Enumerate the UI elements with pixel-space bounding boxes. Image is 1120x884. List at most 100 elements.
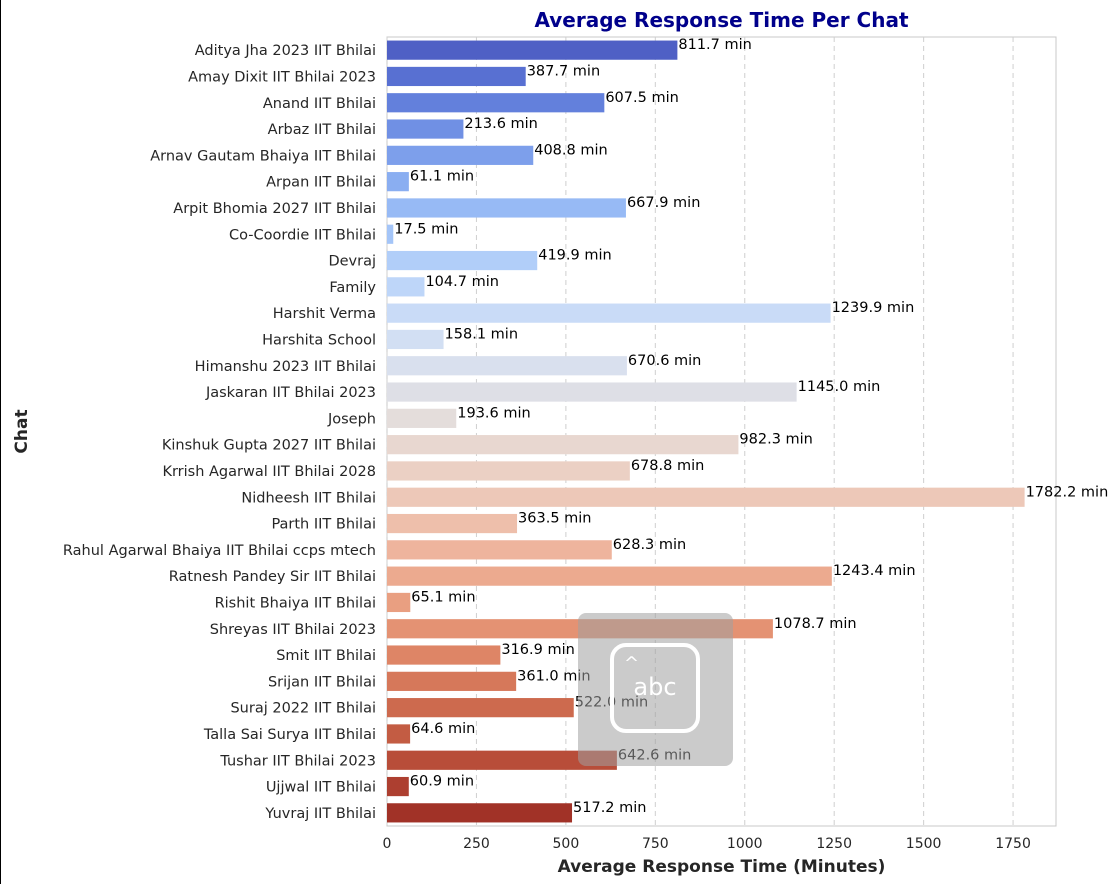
- category-label: Himanshu 2023 IIT Bhilai: [195, 359, 376, 375]
- category-label: Aditya Jha 2023 IIT Bhilai: [195, 43, 376, 59]
- data-label: 982.3 min: [739, 432, 812, 448]
- data-label: 387.7 min: [527, 63, 600, 79]
- data-label: 61.1 min: [410, 169, 474, 185]
- category-label: Smit IIT Bhilai: [276, 648, 376, 664]
- data-label: 408.8 min: [534, 142, 607, 158]
- category-label: Rahul Agarwal Bhaiya IIT Bhilai ccps mte…: [63, 543, 376, 559]
- bar: [387, 698, 574, 718]
- category-label: Harshita School: [262, 332, 376, 348]
- bar: [387, 592, 411, 613]
- bar: [387, 540, 612, 560]
- category-label: Arnav Gautam Bhaiya IIT Bhilai: [150, 148, 376, 164]
- category-label: Srijan IIT Bhilai: [268, 674, 376, 690]
- category-label: Family: [329, 280, 376, 296]
- data-label: 361.0 min: [517, 668, 590, 684]
- bar: [387, 277, 425, 297]
- category-label: Ratnesh Pandey Sir IIT Bhilai: [169, 569, 376, 585]
- data-label: 1239.9 min: [832, 300, 915, 316]
- category-label: Shreyas IIT Bhilai 2023: [210, 622, 376, 638]
- category-label: Krrish Agarwal IIT Bhilai 2028: [162, 464, 376, 480]
- overlay-label: abc: [633, 673, 677, 701]
- data-label: 1145.0 min: [798, 379, 881, 395]
- category-labels-group: Aditya Jha 2023 IIT Bhilai Amay Dixit IIT…: [63, 43, 376, 822]
- data-label: 316.9 min: [501, 642, 574, 658]
- bar: [387, 776, 409, 797]
- data-label: 670.6 min: [628, 353, 701, 369]
- data-label: 104.7 min: [425, 274, 498, 290]
- category-label: Suraj 2022 IIT Bhilai: [230, 701, 376, 717]
- bar: [387, 145, 534, 165]
- category-label: Jaskaran IIT Bhilai 2023: [205, 385, 376, 401]
- category-label: Tushar IIT Bhilai 2023: [219, 753, 376, 769]
- category-label: Yuvraj IIT Bhilai: [264, 806, 376, 822]
- data-label: 419.9 min: [538, 248, 611, 264]
- bar: [387, 803, 573, 823]
- category-label: Arpit Bhomia 2027 IIT Bhilai: [173, 201, 376, 217]
- bar: [387, 645, 501, 665]
- category-label: Rishit Bhaiya IIT Bhilai: [215, 595, 376, 611]
- data-label: 628.3 min: [613, 537, 686, 553]
- bar: [387, 93, 605, 113]
- bar: [387, 487, 1025, 507]
- data-label: 64.6 min: [411, 721, 475, 737]
- bar: [387, 566, 832, 586]
- data-label: 678.8 min: [631, 458, 704, 474]
- category-label: Anand IIT Bhilai: [263, 96, 376, 112]
- category-label: Arbaz IIT Bhilai: [268, 122, 376, 138]
- text-recognition-overlay[interactable]: ^ abc: [578, 613, 733, 766]
- data-label: 1078.7 min: [774, 616, 857, 632]
- data-label: 667.9 min: [627, 195, 700, 211]
- bar: [387, 356, 627, 376]
- text-recognition-icon: ^ abc: [610, 643, 700, 733]
- category-label: Co-Coordie IIT Bhilai: [229, 227, 376, 243]
- x-tick-label: 250: [463, 836, 490, 852]
- data-label: 17.5 min: [394, 221, 458, 237]
- data-label: 65.1 min: [411, 589, 475, 605]
- bars-group: [387, 40, 1025, 823]
- data-label: 60.9 min: [410, 774, 474, 790]
- chart-title: Average Response Time Per Chat: [534, 8, 908, 32]
- bar: [387, 435, 739, 455]
- bar: [387, 172, 409, 192]
- x-ticks-group: 0 250 500 750 1000 1250 1500 1750: [383, 836, 1031, 852]
- bar: [387, 250, 538, 271]
- x-tick-label: 1750: [995, 836, 1031, 852]
- category-label: Devraj: [328, 254, 376, 270]
- data-label: 607.5 min: [605, 90, 678, 106]
- category-label: Joseph: [327, 411, 376, 427]
- x-tick-label: 750: [642, 836, 669, 852]
- bar: [387, 671, 517, 691]
- bar: [387, 119, 464, 139]
- x-tick-label: 1500: [906, 836, 942, 852]
- x-tick-label: 1000: [727, 836, 763, 852]
- x-axis-label: Average Response Time (Minutes): [558, 857, 886, 877]
- bar: [387, 303, 831, 323]
- category-label: Harshit Verma: [273, 306, 376, 322]
- bar: [387, 461, 630, 481]
- bar: [387, 724, 411, 744]
- data-label: 158.1 min: [445, 326, 518, 342]
- x-tick-label: 0: [383, 836, 392, 852]
- bar: [387, 224, 394, 244]
- bar: [387, 40, 678, 60]
- category-label: Amay Dixit IIT Bhilai 2023: [188, 69, 376, 85]
- bar: [387, 513, 518, 534]
- data-label: 213.6 min: [464, 116, 537, 132]
- data-label: 363.5 min: [518, 511, 591, 527]
- x-tick-label: 500: [553, 836, 580, 852]
- bar: [387, 750, 617, 770]
- category-label: Talla Sai Surya IIT Bhilai: [203, 727, 376, 743]
- data-label: 1782.2 min: [1026, 484, 1109, 500]
- bar: [387, 382, 797, 402]
- bar: [387, 408, 457, 428]
- category-label: Kinshuk Gupta 2027 IIT Bhilai: [162, 438, 376, 454]
- x-tick-label: 1250: [816, 836, 852, 852]
- data-label: 517.2 min: [573, 800, 646, 816]
- category-label: Nidheesh IIT Bhilai: [241, 490, 376, 506]
- data-labels-group: 811.7 min 387.7 min 607.5 min 213.6 min 408.…: [394, 37, 1108, 816]
- category-label: Arpan IIT Bhilai: [266, 175, 376, 191]
- y-axis-label: Chat: [12, 409, 32, 453]
- category-label: Parth IIT Bhilai: [271, 517, 376, 533]
- bar: [387, 329, 444, 350]
